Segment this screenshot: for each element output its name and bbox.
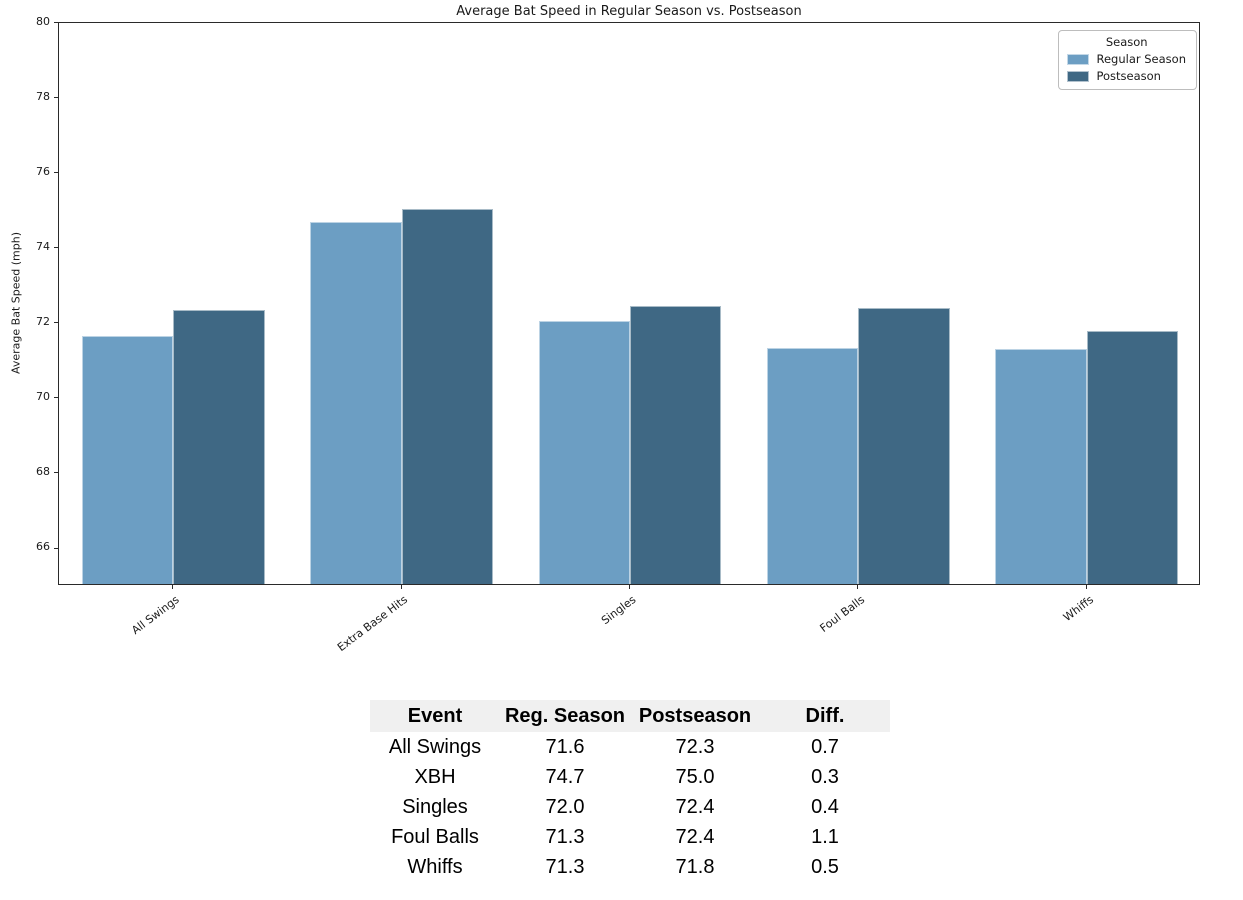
y-tick-label: 72 [36, 315, 50, 329]
plot-area [58, 22, 1200, 585]
table-header-cell: Event [370, 700, 500, 732]
x-tick-label: Extra Base Hits [335, 593, 411, 655]
table-cell: All Swings [388, 735, 482, 758]
table-cell: 72.0 [545, 795, 585, 818]
legend-swatch [1067, 70, 1090, 82]
y-tick-mark [54, 322, 58, 324]
x-tick-mark [400, 585, 402, 589]
table-header-cell: Diff. [760, 700, 890, 732]
bar-regular-season-whiffs [995, 349, 1087, 584]
x-tick-mark [172, 585, 174, 589]
table-cell: 0.4 [811, 795, 839, 818]
bar-regular-season-extra-base-hits [310, 221, 402, 584]
table-header-cell: Reg. Season [500, 700, 630, 732]
table-row: Whiffs 71.3 71.8 0.5 [370, 852, 890, 882]
legend-entry-postseason: Postseason [1067, 69, 1186, 83]
y-tick-mark [54, 547, 58, 549]
table-header-cell: Postseason [630, 700, 760, 732]
table-cell: 74.7 [545, 765, 585, 788]
bar-regular-season-foul-balls [767, 347, 859, 584]
x-tick-mark [1085, 585, 1087, 589]
y-tick-mark [54, 397, 58, 399]
bar-regular-season-singles [538, 321, 630, 584]
x-tick-label: All Swings [129, 593, 183, 637]
table-cell: Foul Balls [391, 825, 479, 848]
table-cell: 71.8 [675, 855, 715, 878]
legend: Season Regular Season Postseason [1058, 30, 1197, 90]
table-cell: 71.3 [545, 855, 585, 878]
summary-table-body: All Swings 71.6 72.3 0.7 XBH 74.7 75.0 0.3 Singl… [370, 732, 890, 882]
summary-table: Event Reg. Season Postseason Diff. All Swin… [370, 700, 890, 882]
y-tick-label: 80 [36, 15, 50, 28]
bar-postseason-singles [630, 306, 722, 584]
y-tick-label: 76 [36, 165, 50, 179]
table-cell: 0.5 [811, 855, 839, 878]
y-tick-mark [54, 472, 58, 474]
table-cell: 0.3 [811, 765, 839, 788]
x-tick-label: Whiffs [1060, 593, 1096, 624]
table-cell: 72.3 [675, 735, 715, 758]
chart-title: Average Bat Speed in Regular Season vs. … [456, 4, 802, 19]
x-tick-label: Singles [599, 593, 639, 628]
table-cell: XBH [414, 765, 456, 788]
table-row: XBH 74.7 75.0 0.3 [370, 762, 890, 792]
bar-postseason-all-swings [173, 310, 265, 584]
table-cell: 72.4 [675, 795, 715, 818]
bar-postseason-foul-balls [858, 308, 950, 584]
legend-entry-label: Regular Season [1096, 52, 1186, 66]
y-tick-label: 66 [36, 540, 50, 554]
legend-swatch [1067, 53, 1090, 65]
y-tick-label: 74 [36, 240, 50, 254]
table-header-row: Event Reg. Season Postseason Diff. [370, 700, 890, 732]
y-tick-mark [54, 97, 58, 99]
table-cell: 72.4 [675, 825, 715, 848]
table-cell: 1.1 [811, 825, 839, 848]
table-cell: Singles [402, 795, 468, 818]
y-tick-mark [54, 22, 58, 23]
x-tick-mark [629, 585, 630, 589]
table-row: Singles 72.0 72.4 0.4 [370, 792, 890, 822]
y-tick-mark [54, 172, 58, 174]
table-cell: 71.6 [545, 735, 585, 758]
legend-entries: Regular Season Postseason [1067, 52, 1186, 83]
bar-postseason-extra-base-hits [401, 208, 493, 584]
summary-table-head: Event Reg. Season Postseason Diff. [370, 700, 890, 732]
table-row: All Swings 71.6 72.3 0.7 [370, 732, 890, 762]
y-tick-mark [54, 247, 58, 249]
table-cell: 71.3 [545, 825, 585, 848]
legend-title: Season [1105, 35, 1148, 49]
bar-regular-season-all-swings [81, 336, 174, 584]
y-tick-label: 68 [36, 465, 50, 479]
legend-entry-regular-season: Regular Season [1067, 52, 1186, 66]
table-row: Foul Balls 71.3 72.4 1.1 [370, 822, 890, 852]
bar-postseason-whiffs [1086, 330, 1179, 584]
x-tick-label: Foul Balls [817, 593, 868, 635]
table-cell: 75.0 [675, 765, 715, 788]
y-tick-label: 70 [36, 390, 50, 404]
table-cell: Whiffs [407, 855, 463, 878]
y-tick-label: 78 [36, 90, 50, 104]
table-cell: 0.7 [811, 735, 839, 758]
x-tick-mark [857, 585, 859, 589]
legend-entry-label: Postseason [1096, 69, 1161, 83]
